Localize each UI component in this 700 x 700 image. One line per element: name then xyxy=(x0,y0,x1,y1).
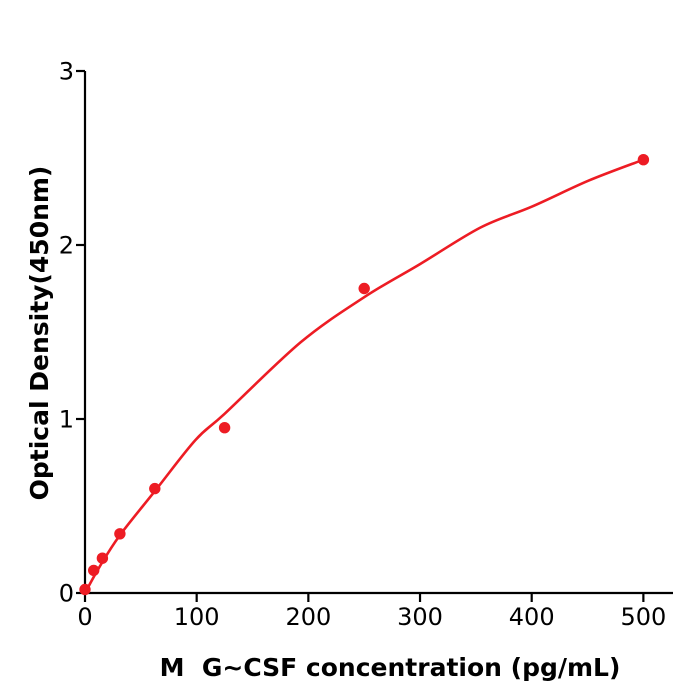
x-tick-label: 300 xyxy=(397,603,443,631)
axes xyxy=(76,69,673,602)
x-tick-label: 0 xyxy=(77,603,92,631)
x-tick-label: 100 xyxy=(174,603,220,631)
y-axis-label: Optical Density(450nm) xyxy=(25,166,54,501)
y-tick-label: 1 xyxy=(59,406,74,434)
data-point-marker xyxy=(79,583,91,596)
x-tick-label: 200 xyxy=(285,603,331,631)
y-tick-label: 3 xyxy=(59,58,74,86)
data-point-marker xyxy=(149,482,161,495)
data-point-marker xyxy=(114,528,126,540)
y-tick-label: 2 xyxy=(59,232,74,260)
data-point-marker xyxy=(96,552,109,564)
axis-spines xyxy=(83,71,673,595)
x-axis-label: M G~CSF concentration (pg/mL) xyxy=(160,653,621,682)
tick-labels: 0 100 200 300 400 500 0 1 2 3 xyxy=(59,58,667,632)
x-tick-label: 400 xyxy=(509,603,555,631)
fit-curve-line xyxy=(83,158,645,595)
data-point-marker xyxy=(88,564,100,577)
data-point-marker xyxy=(637,154,650,166)
data-points xyxy=(79,154,650,596)
data-point-marker xyxy=(358,282,370,295)
y-tick-label: 0 xyxy=(59,580,74,608)
x-tick-label: 500 xyxy=(620,603,666,631)
data-point-marker xyxy=(218,422,231,434)
